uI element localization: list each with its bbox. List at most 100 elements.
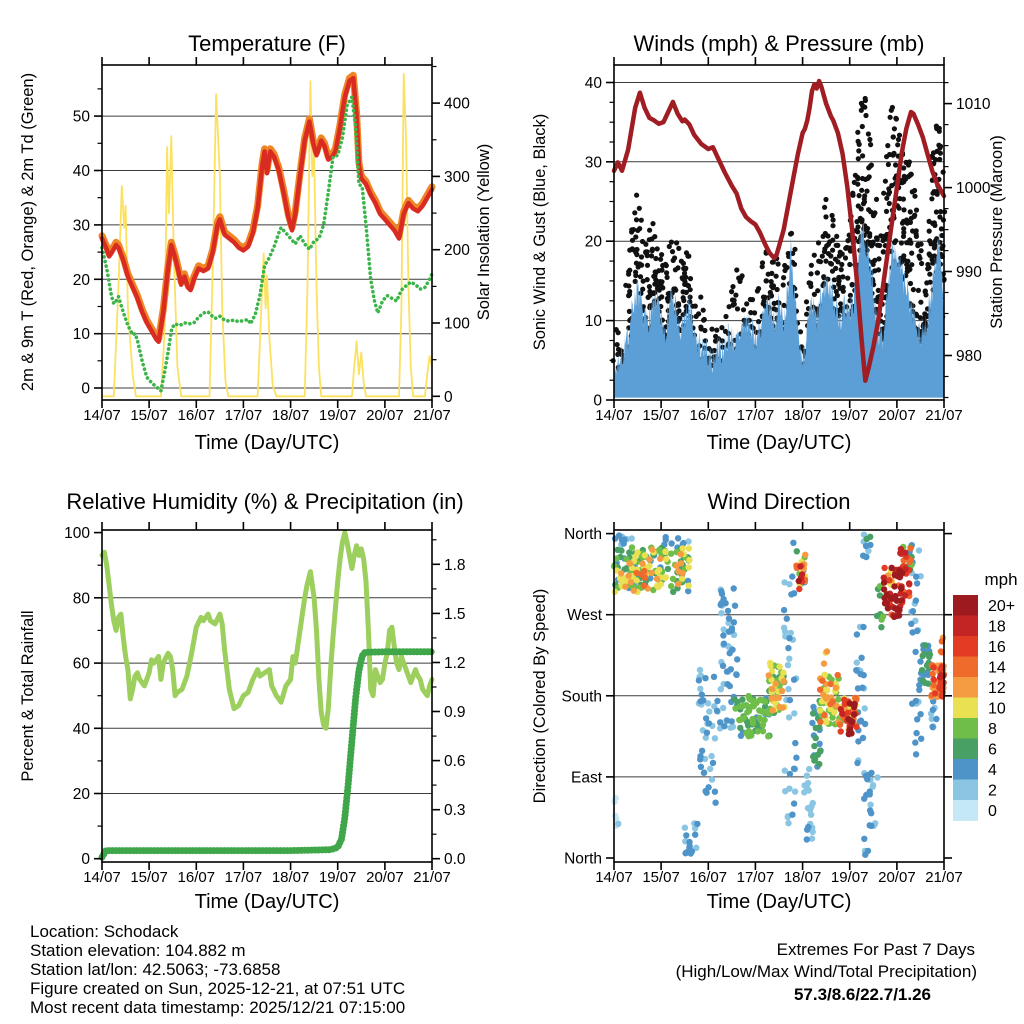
station-latlon: Station lat/lon: 42.5063; -73.6858 <box>30 960 280 979</box>
svg-text:19/07: 19/07 <box>831 407 869 424</box>
svg-text:100: 100 <box>444 316 470 333</box>
svg-text:West: West <box>567 607 603 624</box>
svg-text:8: 8 <box>988 721 997 738</box>
svg-text:16/07: 16/07 <box>178 407 216 424</box>
svg-text:200: 200 <box>444 242 470 259</box>
svg-text:19/07: 19/07 <box>319 869 357 886</box>
temperature-ylabel-right: Solar Insolation (Yellow) <box>475 144 493 320</box>
svg-text:40: 40 <box>73 721 91 738</box>
svg-text:4: 4 <box>988 762 997 779</box>
figure-created-timestamp: Figure created on Sun, 2025-12-21, at 07… <box>30 979 405 998</box>
svg-text:18/07: 18/07 <box>784 407 822 424</box>
station-info: Location: Schodack Station elevation: 10… <box>30 922 405 1017</box>
svg-text:100: 100 <box>64 525 90 542</box>
svg-text:14/07: 14/07 <box>595 869 633 886</box>
svg-text:15/07: 15/07 <box>642 869 680 886</box>
svg-text:South: South <box>561 688 602 705</box>
humidity-precip-panel: 14/07 15/07 16/07 17/07 18/07 19/07 20/07 21/07… <box>64 522 466 886</box>
winds-pressure-xlabel: Time (Day/UTC) <box>707 432 852 454</box>
humidity-precip-xlabel: Time (Day/UTC) <box>195 891 340 913</box>
svg-text:10: 10 <box>988 700 1006 717</box>
svg-text:20: 20 <box>585 234 603 251</box>
svg-text:20: 20 <box>73 272 91 289</box>
extremes-summary: Extremes For Past 7 Days (High/Low/Max W… <box>676 940 977 1004</box>
station-elevation: Station elevation: 104.882 m <box>30 941 245 960</box>
svg-text:0.0: 0.0 <box>444 851 466 868</box>
pressure-ylabel-right: Station Pressure (Maroon) <box>988 135 1006 329</box>
svg-text:21/07: 21/07 <box>925 869 963 886</box>
svg-text:15/07: 15/07 <box>130 407 168 424</box>
svg-text:400: 400 <box>444 96 470 113</box>
svg-text:14/07: 14/07 <box>595 407 633 424</box>
svg-text:0: 0 <box>81 851 90 868</box>
svg-text:East: East <box>571 769 603 786</box>
svg-text:0.3: 0.3 <box>444 802 466 819</box>
svg-text:0: 0 <box>988 803 997 820</box>
svg-text:14/07: 14/07 <box>83 869 121 886</box>
svg-text:18/07: 18/07 <box>272 869 310 886</box>
svg-text:18: 18 <box>988 618 1006 635</box>
svg-text:20/07: 20/07 <box>366 869 404 886</box>
svg-text:1.2: 1.2 <box>444 655 466 672</box>
svg-text:30: 30 <box>73 217 91 234</box>
winds-ylabel-left: Sonic Wind & Gust (Blue, Black) <box>531 114 549 351</box>
svg-text:6: 6 <box>988 741 997 758</box>
svg-text:12: 12 <box>988 680 1006 697</box>
svg-text:40: 40 <box>73 163 91 180</box>
svg-text:14/07: 14/07 <box>83 407 121 424</box>
svg-text:16/07: 16/07 <box>690 869 728 886</box>
svg-text:40: 40 <box>585 75 603 92</box>
wind-direction-xlabel: Time (Day/UTC) <box>707 891 852 913</box>
svg-text:60: 60 <box>73 656 91 673</box>
svg-text:0: 0 <box>444 389 453 406</box>
svg-text:20: 20 <box>73 786 91 803</box>
svg-text:80: 80 <box>73 590 91 607</box>
svg-text:1010: 1010 <box>956 96 991 113</box>
svg-text:21/07: 21/07 <box>413 869 451 886</box>
svg-text:19/07: 19/07 <box>319 407 357 424</box>
svg-text:300: 300 <box>444 169 470 186</box>
colorbar-title: mph <box>984 570 1017 589</box>
temperature-panel: 14/07 15/07 16/07 17/07 18/07 19/07 20/07 21/07… <box>73 57 470 424</box>
svg-text:20/07: 20/07 <box>878 869 916 886</box>
svg-text:30: 30 <box>585 154 603 171</box>
svg-text:10: 10 <box>73 326 91 343</box>
svg-text:16/07: 16/07 <box>690 407 728 424</box>
svg-text:18/07: 18/07 <box>784 869 822 886</box>
svg-text:15/07: 15/07 <box>642 407 680 424</box>
svg-text:17/07: 17/07 <box>225 407 263 424</box>
wind-direction-title: Wind Direction <box>707 489 850 514</box>
svg-text:16: 16 <box>988 639 1006 656</box>
svg-text:1.8: 1.8 <box>444 557 466 574</box>
winds-pressure-panel: 14/07 15/07 16/07 17/07 18/07 19/07 20/07 21/07… <box>585 57 991 424</box>
svg-text:14: 14 <box>988 659 1006 676</box>
svg-text:15/07: 15/07 <box>130 869 168 886</box>
svg-text:17/07: 17/07 <box>225 869 263 886</box>
svg-text:21/07: 21/07 <box>413 407 451 424</box>
svg-text:18/07: 18/07 <box>272 407 310 424</box>
temperature-title: Temperature (F) <box>188 31 346 56</box>
temperature-ylabel-left: 2m & 9m T (Red, Orange) & 2m Td (Green) <box>19 73 37 391</box>
svg-text:17/07: 17/07 <box>737 869 775 886</box>
svg-text:50: 50 <box>73 109 91 126</box>
svg-text:North: North <box>564 851 602 868</box>
extremes-title: Extremes For Past 7 Days <box>777 940 975 959</box>
svg-text:20/07: 20/07 <box>366 407 404 424</box>
svg-text:980: 980 <box>956 348 982 365</box>
svg-text:990: 990 <box>956 264 982 281</box>
wind-direction-ylabel-left: Direction (Colored By Speed) <box>531 589 549 804</box>
svg-text:0.9: 0.9 <box>444 704 466 721</box>
svg-text:19/07: 19/07 <box>831 869 869 886</box>
svg-text:10: 10 <box>585 313 603 330</box>
svg-text:20/07: 20/07 <box>878 407 916 424</box>
svg-text:21/07: 21/07 <box>925 407 963 424</box>
svg-text:1000: 1000 <box>956 180 991 197</box>
wind-direction-panel: 14/07 15/07 16/07 17/07 18/07 19/07 20/07 21/07… <box>561 522 1015 886</box>
most-recent-data-timestamp: Most recent data timestamp: 2025/12/21 0… <box>30 998 405 1017</box>
svg-text:17/07: 17/07 <box>737 407 775 424</box>
extremes-values: 57.3/8.6/22.7/1.26 <box>794 985 931 1004</box>
svg-text:0.6: 0.6 <box>444 753 466 770</box>
svg-text:North: North <box>564 526 602 543</box>
